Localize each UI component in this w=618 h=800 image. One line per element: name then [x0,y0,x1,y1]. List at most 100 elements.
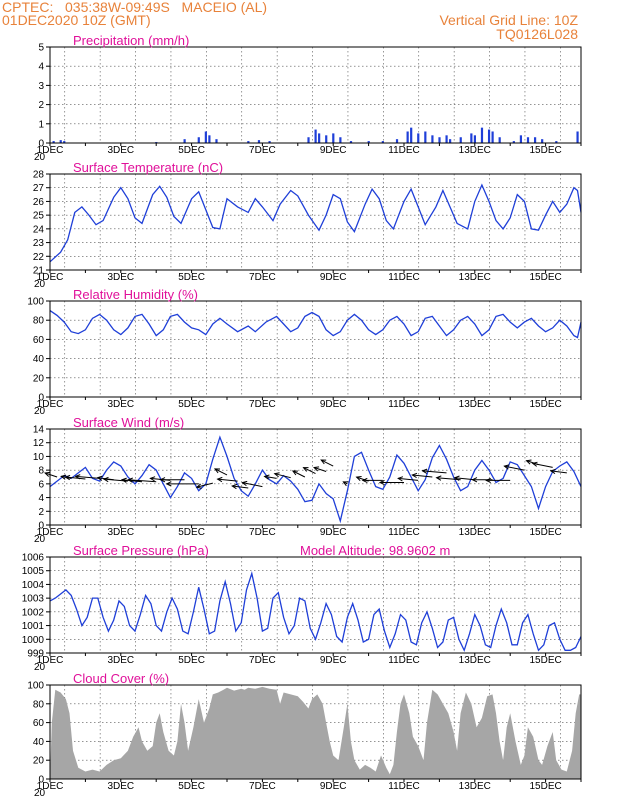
wind-vector-head [263,474,270,480]
wind-vector-head [149,476,156,482]
y-tick-label: 21 [33,266,45,277]
wind-vector-head [291,470,298,476]
x-tick-label: 15DEC [529,781,561,792]
precip-bar [533,137,537,143]
wind-vector [274,473,291,479]
wind-vector [313,467,327,472]
header-location: CPTEC: 035:38W-09:49S MACEIO (AL) [2,0,267,15]
y-tick-label: 0 [38,393,44,404]
precip-bar [325,135,328,143]
header-model-code: TQ0126L028 [496,26,578,42]
header-datetime: 01DEC2020 10Z (GMT) [2,12,151,28]
precip-bar [52,141,55,143]
y-tick-label: 24 [33,224,45,235]
x-tick-label: 9DEC [320,399,347,410]
x-tick-label: 9DEC [320,272,347,283]
x-year-stub: 20 [34,662,46,673]
wind-vector-head [485,477,491,484]
x-tick-label: 1DEC [37,272,64,283]
wind-vector [65,476,86,480]
wind-vector [75,475,100,479]
wind-vector-head [96,475,103,481]
y-tick-label: 26 [33,197,45,208]
precip-bar [349,141,353,143]
y-tick-label: 100 [27,681,44,692]
y-tick-label: 2 [38,100,44,111]
x-tick-label: 13DEC [459,781,491,792]
y-tick-label: 28 [33,170,45,181]
x-tick-label: 1DEC [37,781,64,792]
wind-vector [422,470,447,474]
precip-bar [381,141,384,143]
precip-bar [576,131,579,143]
x-tick-label: 3DEC [107,272,134,283]
y-tick-label: 3 [38,81,44,92]
precip-bar [318,133,321,143]
precip-bar [470,133,473,143]
precip-bar [332,133,335,143]
y-tick-label: 1006 [22,553,45,564]
x-tick-label: 3DEC [107,145,134,156]
series-line-surface-wind [49,435,582,524]
y-tick-label: 4 [38,493,44,504]
wind-vector [44,472,58,478]
y-tick-label: 1002 [22,607,45,618]
panel-frame [49,173,582,271]
x-tick-label: 11DEC [388,399,420,410]
wind-vector-head [44,471,51,477]
x-tick-label: 15DEC [529,272,561,283]
precip-bar [339,137,342,143]
wind-vector [532,462,553,468]
wind-vector-head [102,476,109,483]
x-tick-label: 13DEC [459,655,491,666]
header-grid-line: Vertical Grid Line: 10Z [439,12,578,28]
wind-vector [398,477,419,481]
y-tick-label: 40 [33,354,45,365]
y-tick-label: 40 [33,737,45,748]
y-tick-label: 60 [33,335,45,346]
panel-frame [49,46,582,144]
precip-bar [526,137,530,143]
precip-bar [208,135,211,143]
wind-vector-head [378,479,385,486]
wind-vector-head [216,476,223,483]
y-tick-label: 80 [33,699,45,710]
wind-vector-head [320,459,327,465]
panel-frame [49,300,582,398]
x-tick-label: 9DEC [320,527,347,538]
x-tick-label: 7DEC [249,399,276,410]
y-tick-label: 10 [33,452,45,463]
precip-bar [268,141,271,143]
panel-title: Precipitation (mm/h) [73,33,189,48]
x-tick-label: 5DEC [178,655,205,666]
x-tick-label: 11DEC [388,272,420,283]
precip-bar [449,139,452,143]
wind-vector-head [361,477,368,484]
precip-bar [498,137,501,143]
wind-vector-head [127,477,133,483]
wind-vector [454,477,475,481]
x-tick-label: 11DEC [388,527,420,538]
precip-bar [512,141,515,143]
x-tick-label: 7DEC [249,655,276,666]
precip-bar [417,133,420,143]
wind-vector [128,479,157,483]
series-line-relative-humidity [49,310,582,339]
wind-vector [412,474,433,478]
precip-bar [197,137,200,143]
panel-annotation: Model Altitude: 98.9602 m [300,543,450,558]
wind-vector-head [241,480,248,486]
wind-vector-head [503,464,510,470]
wind-vector [242,482,263,488]
x-tick-label: 13DEC [459,399,491,410]
panel-relative-humidity: 0 20 40 60 80 100 1DEC 3DEC 5DEC 7DEC 9DEC 11DEC 13D… [27,287,582,417]
x-tick-label: 13DEC [459,145,491,156]
series-line-surface-temperature [49,183,582,263]
wind-vector [292,470,306,478]
precip-bar [459,137,462,143]
x-tick-label: 15DEC [529,145,561,156]
wind-vector-head [64,474,71,481]
wind-vector-head [421,468,428,474]
x-tick-label: 9DEC [320,655,347,666]
